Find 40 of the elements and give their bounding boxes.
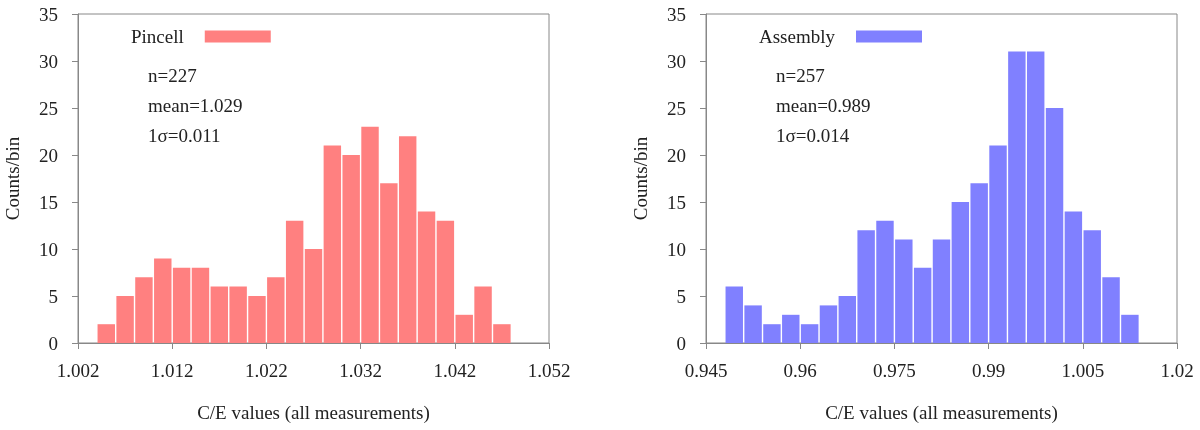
x-axis-title: C/E values (all measurements) [825,402,1058,424]
y-tick-label: 35 [39,3,58,25]
y-axis-title: Counts/bin [630,136,651,221]
y-tick-label: 25 [667,97,686,119]
y-tick-label: 0 [676,332,686,354]
y-tick-label: 35 [667,3,686,25]
annotation: 1σ=0.011 [148,125,221,146]
x-tick-label: 1.052 [527,360,571,381]
y-tick-label: 10 [39,238,58,260]
y-tick-label: 20 [667,144,686,166]
x-axis-title: C/E values (all measurements) [197,402,430,424]
x-tick-label: 1.02 [1160,360,1194,381]
y-tick-label: 5 [676,285,686,307]
x-tick-label: 1.022 [245,360,288,381]
y-tick-label: 5 [48,285,58,307]
annotation: mean=0.989 [776,95,871,116]
y-tick-label: 30 [39,50,58,72]
x-tick-label: 0.945 [684,360,728,381]
x-tick-label: 1.005 [1061,360,1105,381]
annotation: n=227 [148,65,197,86]
y-tick-label: 15 [39,191,58,213]
x-tick-label: 1.042 [433,360,477,381]
x-tick-label: 1.002 [56,360,100,381]
x-tick-label: 1.012 [150,360,194,381]
y-tick-label: 10 [667,238,686,260]
legend-label: Pincell [130,26,184,47]
y-tick-label: 0 [48,332,58,354]
annotation: 1σ=0.014 [776,125,850,146]
y-tick-label: 30 [667,50,686,72]
y-tick-label: 15 [667,191,686,213]
y-axis-title: Counts/bin [2,136,23,221]
x-tick-label: 1.032 [339,360,382,381]
y-tick-label: 25 [39,97,58,119]
x-tick-label: 0.99 [971,360,1006,381]
annotation: mean=1.029 [148,95,243,116]
legend-label: Assembly [759,26,836,47]
x-tick-label: 0.975 [873,360,916,381]
annotation: n=257 [776,65,825,86]
x-tick-label: 0.96 [783,360,817,381]
y-tick-label: 20 [39,144,58,166]
